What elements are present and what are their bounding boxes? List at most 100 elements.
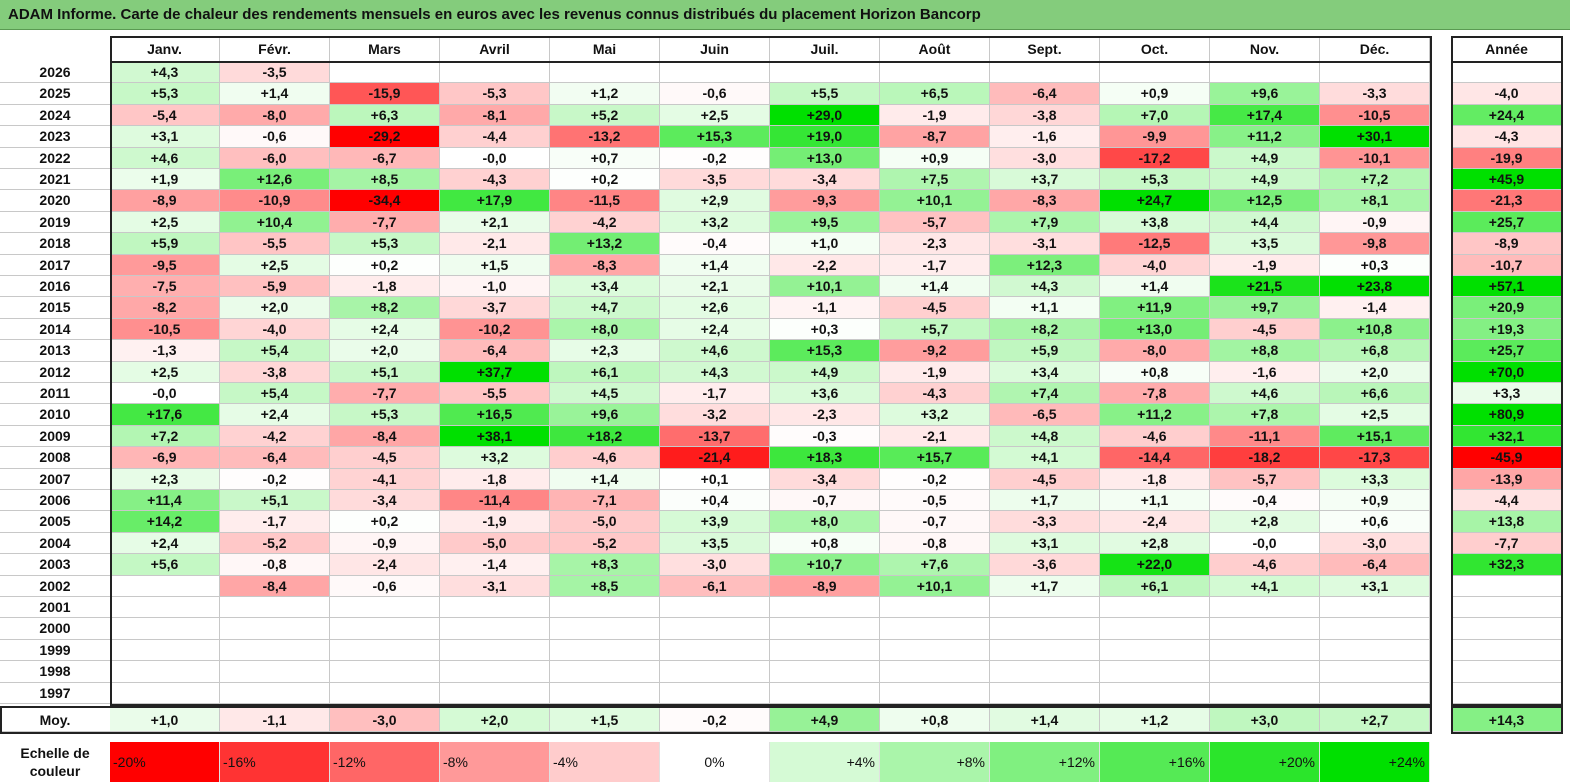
year-label: 2003 [0, 554, 110, 576]
year-label: 2022 [0, 148, 110, 169]
heatmap-cell: -29,2 [330, 126, 440, 148]
annual-cell: +57,1 [1452, 276, 1562, 298]
heatmap-cell: -1,6 [1210, 361, 1320, 383]
heatmap-cell: +17,9 [440, 190, 550, 212]
heatmap-cell [1320, 639, 1430, 662]
heatmap-cell: +0,9 [1320, 490, 1430, 512]
annual-cell: -4,3 [1452, 126, 1562, 148]
heatmap-cell: +3,6 [770, 383, 880, 405]
heatmap-cell: +5,7 [880, 318, 990, 341]
heatmap-cell: +3,2 [440, 447, 550, 469]
color-scale-swatch: -16% [220, 742, 330, 782]
heatmap-cell: -0,5 [880, 490, 990, 512]
heatmap-cell: +0,6 [1320, 511, 1430, 533]
color-scale-swatch: -12% [330, 742, 440, 782]
annual-cell [1452, 618, 1562, 640]
heatmap-cell: -0,6 [330, 575, 440, 597]
heatmap-cell [660, 661, 770, 683]
year-label: 2018 [0, 233, 110, 255]
heatmap-cell: +11,4 [110, 490, 220, 512]
year-label: 2005 [0, 511, 110, 533]
heatmap-cell: -0,2 [880, 468, 990, 490]
heatmap-cell: +4,6 [660, 340, 770, 362]
heatmap-cell: +4,3 [660, 361, 770, 383]
heatmap-cell: +38,1 [440, 425, 550, 448]
heatmap-cell: +1,4 [660, 254, 770, 276]
heatmap-cell: +0,4 [660, 490, 770, 512]
heatmap-cell: -4,3 [880, 383, 990, 405]
heatmap-cell [440, 618, 550, 640]
heatmap-cell: -7,5 [110, 276, 220, 298]
year-label: 2006 [0, 490, 110, 512]
heatmap-cell: +2,0 [330, 340, 440, 362]
heatmap-cell: -8,0 [220, 104, 330, 127]
heatmap-cell [1210, 62, 1320, 84]
heatmap-cell: -10,1 [1320, 147, 1430, 169]
heatmap-cell [550, 639, 660, 662]
heatmap-cell: +7,8 [1210, 404, 1320, 426]
heatmap-cell: -1,8 [1100, 468, 1210, 490]
annual-cell [1452, 575, 1562, 597]
heatmap-cell: -1,0 [440, 276, 550, 298]
heatmap-cell: -4,0 [1100, 254, 1210, 276]
color-scale-swatch: -20% [110, 742, 220, 782]
annual-cell [1452, 682, 1562, 704]
heatmap-cell [330, 661, 440, 683]
heatmap-cell: -21,4 [660, 447, 770, 469]
heatmap-cell: -2,4 [330, 554, 440, 576]
heatmap-cell: -6,9 [110, 447, 220, 469]
heatmap-cell: +7,4 [990, 383, 1100, 405]
annual-cell: +32,1 [1452, 425, 1562, 448]
month-header: Sept. [990, 36, 1100, 62]
heatmap-cell: -4,2 [220, 425, 330, 448]
heatmap-cell: -3,0 [660, 554, 770, 576]
heatmap-cell: +11,2 [1210, 126, 1320, 148]
year-label: 1997 [0, 683, 110, 704]
year-label: 2001 [0, 597, 110, 619]
heatmap-cell: -1,4 [440, 554, 550, 576]
heatmap-cell: +2,5 [220, 254, 330, 276]
heatmap-cell: -3,1 [440, 575, 550, 597]
heatmap-cell: +3,1 [1320, 575, 1430, 597]
color-scale-swatch: 0% [660, 742, 770, 782]
heatmap-cell: -3,4 [770, 468, 880, 490]
heatmap-cell: -8,9 [110, 190, 220, 212]
heatmap-cell: +6,1 [1100, 575, 1210, 597]
heatmap-cell: +24,7 [1100, 190, 1210, 212]
annual-cell: +13,8 [1452, 511, 1562, 533]
heatmap-cell: -8,2 [110, 297, 220, 319]
heatmap-cell: -3,6 [990, 554, 1100, 576]
heatmap-cell: -0,0 [1210, 532, 1320, 555]
heatmap-cell: +2,9 [660, 190, 770, 212]
heatmap-cell: +3,2 [660, 211, 770, 234]
heatmap-cell: +0,3 [1320, 254, 1430, 276]
heatmap-cell: -1,7 [220, 511, 330, 533]
color-scale-swatch: +20% [1210, 742, 1320, 782]
color-scale-swatch: +4% [770, 742, 880, 782]
heatmap-cell: -3,5 [220, 62, 330, 84]
heatmap-cell: +18,2 [550, 425, 660, 448]
heatmap-cell: +4,3 [990, 276, 1100, 298]
heatmap-cell: -1,6 [990, 126, 1100, 148]
annual-cell: +3,3 [1452, 383, 1562, 405]
heatmap-cell: -0,3 [770, 425, 880, 448]
heatmap-cell: +5,4 [220, 383, 330, 405]
heatmap-cell: +10,1 [880, 190, 990, 212]
heatmap-cell: -5,7 [1210, 468, 1320, 490]
heatmap-cell [770, 639, 880, 662]
heatmap-cell [440, 661, 550, 683]
heatmap-cell: -9,9 [1100, 126, 1210, 148]
heatmap-cell: +4,1 [1210, 575, 1320, 597]
heatmap-cell [880, 661, 990, 683]
heatmap-cell: -1,1 [770, 297, 880, 319]
heatmap-cell: -4,5 [1210, 318, 1320, 341]
heatmap-cell: +18,3 [770, 447, 880, 469]
heatmap-cell: -0,9 [1320, 211, 1430, 234]
heatmap-cell: +5,3 [110, 83, 220, 105]
heatmap-cell [220, 618, 330, 640]
heatmap-cell [990, 618, 1100, 640]
heatmap-cell: +13,2 [550, 233, 660, 255]
heatmap-cell: -3,8 [990, 104, 1100, 127]
heatmap-cell: -1,4 [1320, 297, 1430, 319]
heatmap-cell: +8,2 [990, 318, 1100, 341]
